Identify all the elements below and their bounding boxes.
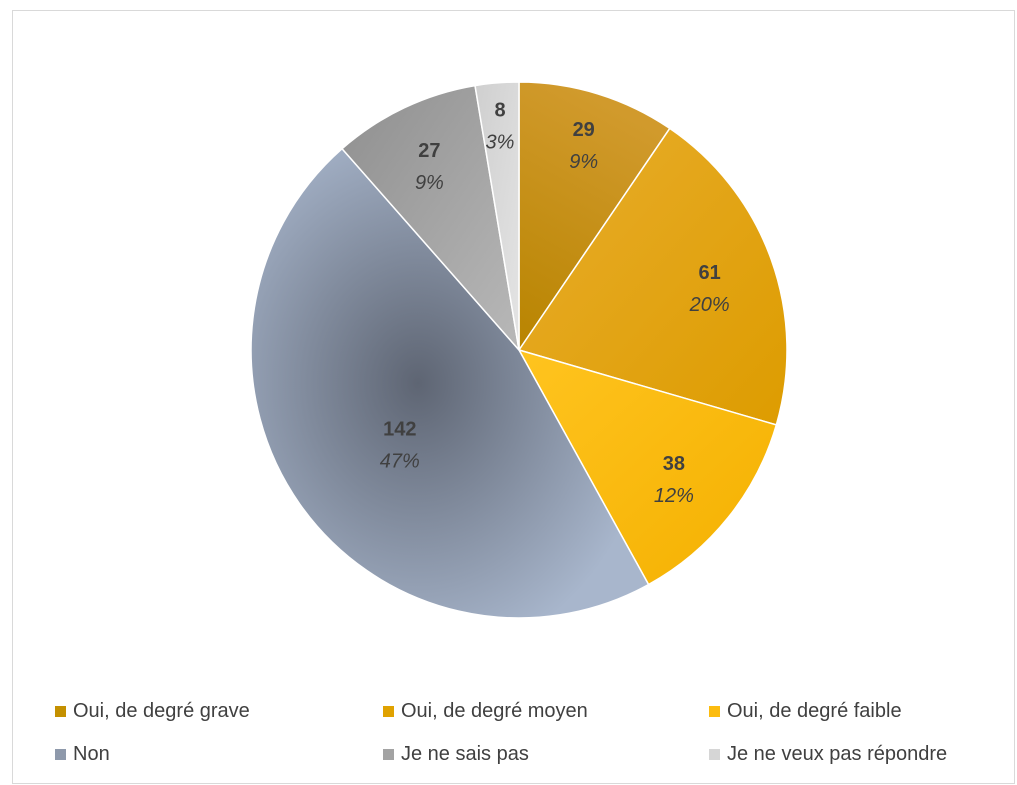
data-label-percent: 3% [486,131,515,153]
legend-item-oui-de-degre-moyen: Oui, de degré moyen [383,699,588,723]
data-label-value: 29 [573,119,595,141]
chart-frame: 29 9% 61 20% 38 12% 142 47% 27 9% 8 3% Oui, de degr… [12,10,1015,784]
legend-label: Oui, de degré moyen [401,699,588,722]
pie-slice-oui-de-degre-moyen [517,127,788,426]
legend-swatch [383,705,394,717]
legend-label: Je ne sais pas [401,742,529,765]
pie-slice-oui-de-degre-grave [518,81,671,353]
legend-swatch [55,705,66,717]
data-label-percent: 20% [689,294,730,316]
legend-item-oui-de-degre-faible: Oui, de degré faible [709,699,902,723]
legend-item-je-ne-veux-pas-repondre: Je ne veux pas répondre [709,742,947,766]
data-label-percent: 47% [380,450,420,472]
legend-item-je-ne-sais-pas: Je ne sais pas [383,742,529,766]
data-label-value: 61 [698,262,720,284]
data-label-value: 27 [418,140,440,162]
legend-swatch [709,748,720,760]
data-label-value: 8 [494,99,505,121]
pie-chart: 29 9% 61 20% 38 12% 142 47% 27 9% 8 3% [250,81,788,619]
pie-slice-non [250,147,650,619]
legend-swatch [55,748,66,760]
pie-slice-je-ne-veux-pas-repondre [474,81,520,351]
legend-label: Je ne veux pas répondre [727,742,948,765]
data-label-value: 142 [383,418,416,440]
legend-item-non: Non [55,742,110,766]
data-label-percent: 9% [569,151,598,173]
legend-swatch [383,748,394,760]
data-label-value: 38 [663,453,685,475]
legend-item-oui-de-degre-grave: Oui, de degré grave [55,699,250,723]
pie-slice-oui-de-degre-faible [517,348,778,586]
data-label-percent: 9% [415,172,444,194]
data-label-percent: 12% [654,485,694,507]
pie-slice-je-ne-sais-pas [341,84,521,353]
legend-label: Oui, de degré grave [73,699,250,722]
legend-label: Non [73,742,110,765]
legend-label: Oui, de degré faible [727,699,902,722]
legend-swatch [709,705,720,717]
